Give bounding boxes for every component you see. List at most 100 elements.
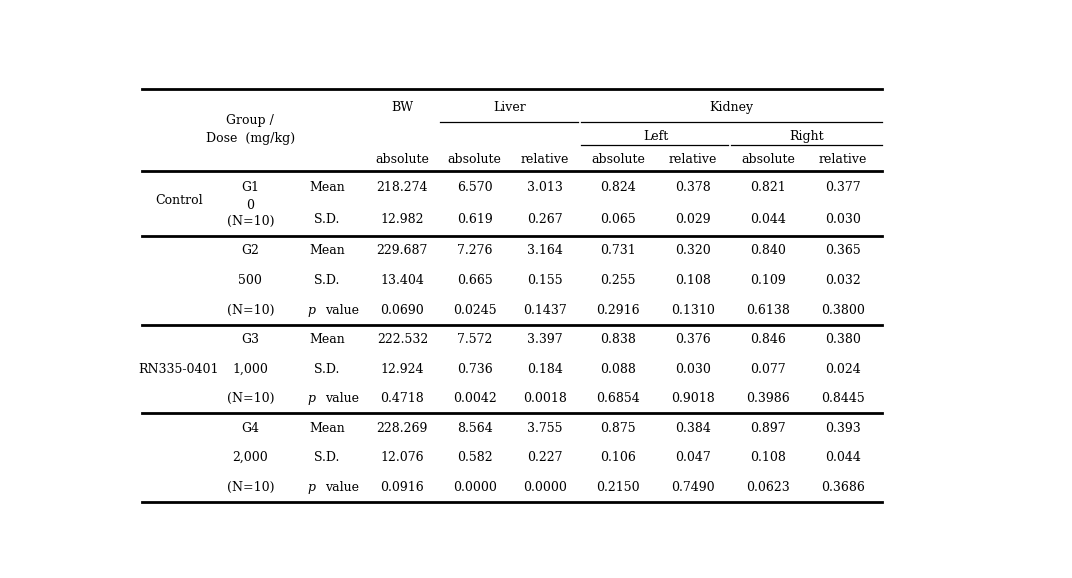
Text: 0.736: 0.736	[457, 362, 492, 376]
Text: 0.897: 0.897	[750, 421, 786, 435]
Text: 0.875: 0.875	[600, 421, 636, 435]
Text: 0.108: 0.108	[750, 451, 786, 464]
Text: relative: relative	[521, 153, 569, 166]
Text: (N=10): (N=10)	[226, 481, 274, 494]
Text: G1: G1	[241, 181, 259, 194]
Text: 0.3800: 0.3800	[821, 303, 865, 317]
Text: absolute: absolute	[741, 153, 794, 166]
Text: 0.9018: 0.9018	[671, 392, 715, 405]
Text: 8.564: 8.564	[457, 421, 492, 435]
Text: 12.076: 12.076	[381, 451, 425, 464]
Text: 0.065: 0.065	[600, 213, 636, 227]
Text: 0.377: 0.377	[824, 181, 861, 194]
Text: 0.0018: 0.0018	[523, 392, 567, 405]
Text: 0.0042: 0.0042	[452, 392, 496, 405]
Text: 1,000: 1,000	[233, 362, 268, 376]
Text: G2: G2	[241, 244, 259, 257]
Text: 0.044: 0.044	[824, 451, 861, 464]
Text: value: value	[325, 481, 359, 494]
Text: 3.164: 3.164	[527, 244, 563, 257]
Text: 0.0000: 0.0000	[452, 481, 496, 494]
Text: 0.106: 0.106	[600, 451, 637, 464]
Text: 0.109: 0.109	[750, 274, 786, 287]
Text: 0.0245: 0.0245	[452, 303, 496, 317]
Text: 0.8445: 0.8445	[821, 392, 864, 405]
Text: 0.267: 0.267	[527, 213, 563, 227]
Text: 0.044: 0.044	[750, 213, 786, 227]
Text: 0.731: 0.731	[600, 244, 636, 257]
Text: 0.047: 0.047	[675, 451, 711, 464]
Text: absolute: absolute	[592, 153, 645, 166]
Text: p: p	[308, 303, 316, 317]
Text: 0.376: 0.376	[675, 333, 711, 346]
Text: BW: BW	[391, 101, 414, 114]
Text: 0.032: 0.032	[824, 274, 861, 287]
Text: G4: G4	[241, 421, 259, 435]
Text: 3.397: 3.397	[527, 333, 563, 346]
Text: (N=10): (N=10)	[226, 303, 274, 317]
Text: 0.0623: 0.0623	[746, 481, 790, 494]
Text: 0.821: 0.821	[750, 181, 786, 194]
Text: 0.108: 0.108	[675, 274, 711, 287]
Text: 0.838: 0.838	[600, 333, 637, 346]
Text: 0.024: 0.024	[824, 362, 861, 376]
Text: 0.6854: 0.6854	[596, 392, 640, 405]
Text: 3.755: 3.755	[527, 421, 563, 435]
Text: 0.2916: 0.2916	[596, 303, 640, 317]
Text: 0: 0	[247, 199, 254, 212]
Text: 0.619: 0.619	[457, 213, 492, 227]
Text: absolute: absolute	[375, 153, 429, 166]
Text: 228.269: 228.269	[376, 421, 428, 435]
Text: 0.7490: 0.7490	[671, 481, 715, 494]
Text: 13.404: 13.404	[381, 274, 425, 287]
Text: 0.6138: 0.6138	[746, 303, 790, 317]
Text: 7.276: 7.276	[457, 244, 492, 257]
Text: G3: G3	[241, 333, 259, 346]
Text: (N=10): (N=10)	[226, 215, 274, 228]
Text: p: p	[308, 481, 316, 494]
Text: 218.274: 218.274	[376, 181, 428, 194]
Text: 0.665: 0.665	[457, 274, 492, 287]
Text: (N=10): (N=10)	[226, 392, 274, 405]
Text: 12.982: 12.982	[381, 213, 425, 227]
Text: 0.077: 0.077	[750, 362, 786, 376]
Text: 0.255: 0.255	[600, 274, 636, 287]
Text: 0.3986: 0.3986	[746, 392, 790, 405]
Text: relative: relative	[669, 153, 717, 166]
Text: 0.0000: 0.0000	[523, 481, 567, 494]
Text: 0.4718: 0.4718	[381, 392, 425, 405]
Text: Liver: Liver	[493, 101, 526, 114]
Text: absolute: absolute	[448, 153, 502, 166]
Text: 0.378: 0.378	[675, 181, 711, 194]
Text: 500: 500	[238, 274, 263, 287]
Text: S.D.: S.D.	[314, 451, 340, 464]
Text: S.D.: S.D.	[314, 362, 340, 376]
Text: Mean: Mean	[309, 181, 344, 194]
Text: Kidney: Kidney	[710, 101, 754, 114]
Text: 222.532: 222.532	[376, 333, 428, 346]
Text: Control: Control	[155, 194, 203, 207]
Text: 0.582: 0.582	[457, 451, 492, 464]
Text: 229.687: 229.687	[376, 244, 428, 257]
Text: 0.0690: 0.0690	[381, 303, 425, 317]
Text: 0.1437: 0.1437	[523, 303, 567, 317]
Text: 0.840: 0.840	[750, 244, 786, 257]
Text: 0.2150: 0.2150	[596, 481, 640, 494]
Text: 0.030: 0.030	[824, 213, 861, 227]
Text: Right: Right	[789, 130, 823, 143]
Text: relative: relative	[819, 153, 867, 166]
Text: Mean: Mean	[309, 421, 344, 435]
Text: Mean: Mean	[309, 244, 344, 257]
Text: value: value	[325, 303, 359, 317]
Text: 2,000: 2,000	[233, 451, 268, 464]
Text: value: value	[325, 392, 359, 405]
Text: Left: Left	[643, 130, 668, 143]
Text: 0.0916: 0.0916	[381, 481, 425, 494]
Text: 0.365: 0.365	[824, 244, 861, 257]
Text: 0.846: 0.846	[750, 333, 786, 346]
Text: 6.570: 6.570	[457, 181, 492, 194]
Text: Group /: Group /	[226, 114, 274, 127]
Text: 0.380: 0.380	[824, 333, 861, 346]
Text: 0.184: 0.184	[527, 362, 563, 376]
Text: 0.030: 0.030	[675, 362, 711, 376]
